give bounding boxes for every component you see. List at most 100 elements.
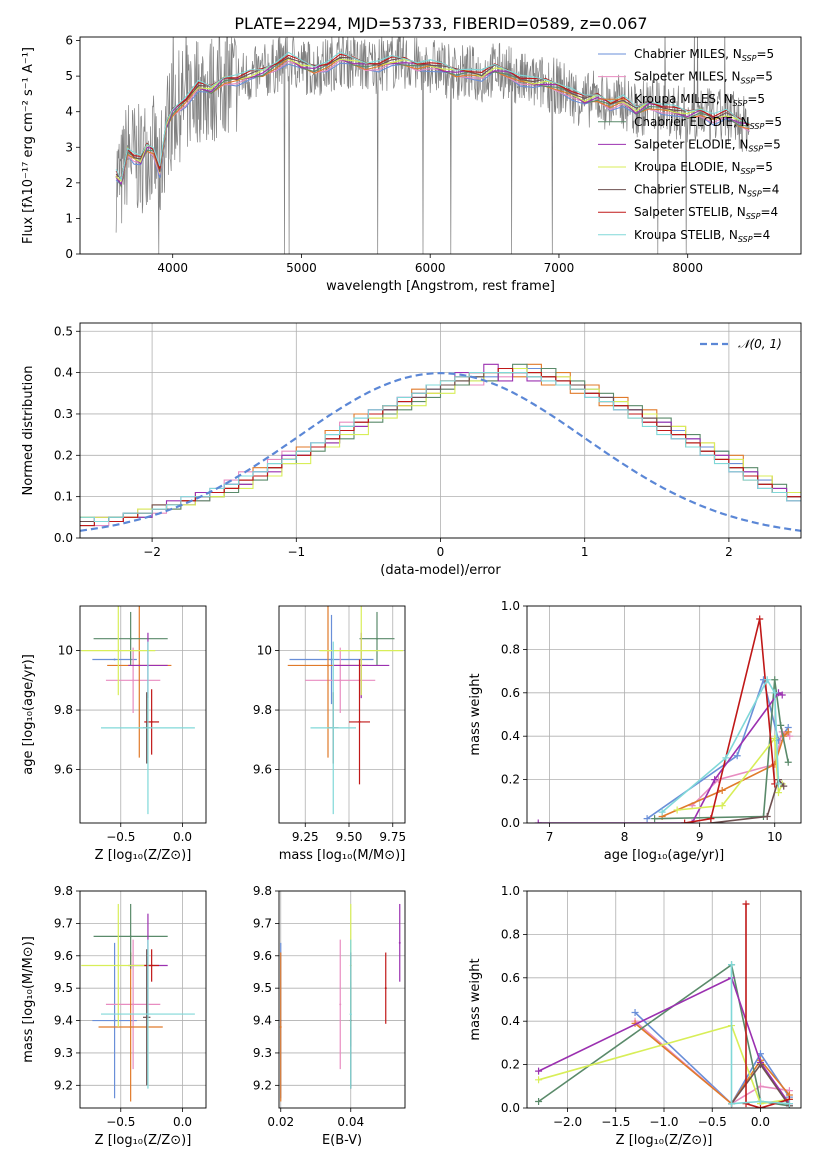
x-tick-label: −2.0 [553,1115,582,1129]
data-point-marker [707,815,715,823]
plot-area [80,363,801,532]
x-tick-label: 9 [696,830,704,844]
y-axis-label: Flux [fλ10⁻¹⁷ erg cm⁻² s⁻¹ A⁻¹] [21,47,36,244]
axes-border [79,36,802,255]
data-point [146,1013,149,1016]
data-point-marker [535,1067,543,1075]
plot-area [287,606,404,815]
axes-frame: 0.02 0.04 9.2 9.3 9.4 9.5 9.6 9.7 9.8 E(B-V) [253,884,406,1148]
data-point [327,664,329,667]
x-axis-label: Z [log₁₀(Z/Z⊙)] [616,1133,713,1148]
data-point-marker [784,728,792,736]
axes-frame: −2 −1 0 1 2 0.0 0.1 0.2 0.3 0.4 0.5 (data-model)/er… [21,322,802,578]
legend-entry: Chabrier ELODIE, NSSP=5 [634,115,782,131]
x-tick-label: −0.5 [106,830,135,844]
data-point-marker [711,776,719,784]
data-point-marker [534,819,542,823]
data-point [146,726,149,729]
data-point [129,637,132,640]
y-axis-label: Normed distribution [21,366,36,496]
y-tick-label: 0.4 [501,1014,520,1028]
massweight-vs-metallicity-panel: −2.0 −1.5 −1.0 −0.5 0.0 0.0 0.2 0.4 0.6 0.8 1.0 Z [… [468,884,802,1148]
x-tick-label: 0.02 [267,1115,294,1129]
x-axis-label: Z [log₁₀(Z/Z⊙)] [95,848,192,863]
mass-weight-line [730,964,790,1105]
data-point-marker [771,689,779,697]
gaussian-curve [80,371,801,532]
legend-entry-name: Kroupa MILES, N [634,92,733,106]
y-tick-label: 6 [65,34,73,48]
axes-frame: 7 8 9 10 0.0 0.2 0.4 0.6 0.8 1.0 age [log₁₀(age/yr… [468,599,802,863]
x-axis-label: mass [log₁₀(M/M⊙)] [279,848,406,863]
legend-entry-suffix: =4 [762,183,780,197]
data-point-marker [728,1100,736,1108]
x-tick-label: −1.5 [601,1115,630,1129]
y-tick-label: 9.2 [253,1078,272,1092]
data-point-marker [756,1082,764,1090]
x-tick-label: 5000 [286,261,317,275]
y-tick-label: 2 [65,176,73,190]
legend-entry-subscript: SSP [750,122,765,131]
axes-border [79,322,802,539]
y-tick-label: 0.6 [501,971,520,985]
data-point-marker [774,789,782,797]
data-point-marker [658,808,666,816]
y-tick-label: 5 [65,69,73,83]
x-tick-label: 7 [546,830,554,844]
plot-area [81,606,195,815]
y-tick-label: 0.2 [501,773,520,787]
legend-entry: Chabrier STELIB, NSSP=4 [634,183,779,199]
y-tick-label: 9.3 [253,1046,272,1060]
axes-border [79,605,207,824]
y-tick-label: 1.0 [501,599,520,613]
mass-weight-line [684,618,776,823]
data-point-marker [784,758,792,766]
data-point-marker [722,754,730,762]
data-point [150,964,153,967]
y-tick-label: 0.2 [501,1058,520,1072]
legend-entry-subscript: SSP [747,190,762,199]
legend-entry-subscript: SSP [741,77,756,86]
legend-entry-suffix: =4 [760,205,778,219]
legend-entry: Kroupa ELODIE, NSSP=5 [634,160,773,176]
residual-legend: 𝒩(0, 1) [700,337,782,351]
plot-area [534,615,794,823]
legend-entry-name: Kroupa STELIB, N [634,228,738,242]
legend-entry-name: Salpeter MILES, N [634,70,741,84]
legend-entry-subscript: SSP [741,167,756,176]
legend-entry: Salpeter MILES, NSSP=5 [634,70,773,86]
data-point [339,1003,342,1006]
y-tick-label: 0.3 [54,407,73,421]
data-point-marker [688,819,696,823]
y-tick-label: 9.2 [54,1078,73,1092]
x-axis-label: age [log₁₀(age/yr)] [604,848,725,863]
data-point-marker [535,1076,543,1084]
legend-entry-subscript: SSP [742,54,757,63]
data-point-marker [786,732,794,740]
data-point [349,1013,352,1016]
legend-entry-suffix: =5 [747,92,765,106]
x-tick-label: 0.0 [173,1115,192,1129]
x-tick-label: 8000 [672,261,703,275]
plot-area [535,900,793,1108]
x-tick-label: −0.5 [698,1115,727,1129]
legend-entry-subscript: SSP [738,235,753,244]
plot-area [279,903,401,1102]
data-point [384,987,387,990]
x-tick-label: 9.50 [336,830,363,844]
y-tick-label: 10 [58,644,73,658]
legend-entry-name: Chabrier MILES, N [634,47,742,61]
x-tick-label: 0.0 [173,830,192,844]
y-axis-label: mass [log₁₀(M/M⊙)] [21,936,36,1063]
y-tick-label: 0.2 [54,448,73,462]
axes-border [526,890,802,1109]
legend-entry-name: Salpeter ELODIE, N [634,137,748,151]
data-point-marker [785,1100,793,1108]
data-point-marker [718,786,726,794]
data-point [132,1003,135,1006]
y-tick-label: 10 [257,644,272,658]
axes-frame: −0.5 0.0 9.6 9.8 10 Z [log₁₀(Z/Z⊙)] age [log₁₀… [21,605,207,863]
data-point [150,720,153,723]
y-tick-label: 0.8 [501,642,520,656]
x-axis-label: Z [log₁₀(Z/Z⊙)] [95,1133,192,1148]
